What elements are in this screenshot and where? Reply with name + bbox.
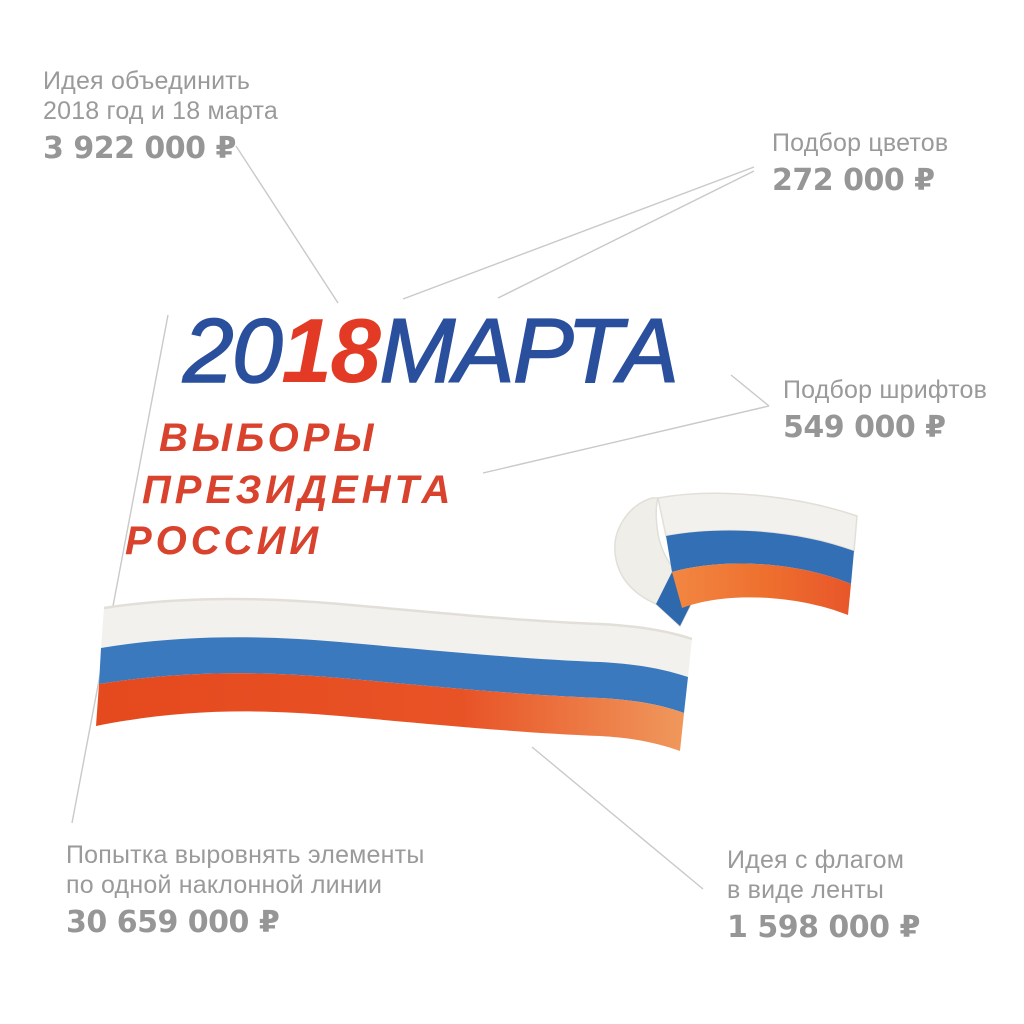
callout-line-colors-2 — [497, 170, 755, 299]
annotation-alignment-line2: по одной наклонной линии — [66, 871, 383, 899]
logo-slogan-line-3: РОССИИ — [125, 519, 323, 563]
logo-year-prefix: 20 — [182, 301, 283, 402]
flag-ribbon — [96, 492, 858, 751]
diagonal-alignment-line — [71, 314, 169, 824]
annotation-alignment-line1: Попытка выровнять элементы — [66, 841, 425, 869]
annotation-colors: Подбор цветов 272 000 ₽ — [772, 128, 948, 196]
ribbon-main-blue-stripe — [99, 637, 688, 713]
ribbon-main-white-top-shadow — [103, 597, 693, 641]
annotation-flag-ribbon-line2: в виде ленты — [727, 876, 885, 904]
logo-date-line: 2018МАРТА — [182, 305, 679, 398]
ribbon-main-white-stripe — [101, 599, 692, 677]
annotation-alignment: Попытка выровнять элементы по одной накл… — [66, 840, 424, 938]
annotation-idea-2018-price: 3 922 000 ₽ — [43, 131, 236, 166]
annotation-alignment-price: 30 659 000 ₽ — [66, 905, 280, 940]
annotation-fonts-price: 549 000 ₽ — [783, 410, 946, 445]
logo-18: 18 — [281, 301, 381, 402]
logo-slogan-line-1: ВЫБОРЫ — [159, 416, 378, 460]
annotation-flag-ribbon-price: 1 598 000 ₽ — [727, 910, 920, 945]
callout-line-colors-1 — [402, 166, 755, 300]
callout-line-fonts-2 — [482, 405, 770, 474]
logo-slogan-line-2: ПРЕЗИДЕНТА — [142, 468, 455, 512]
callout-line-fonts-1 — [730, 374, 770, 407]
annotation-colors-price: 272 000 ₽ — [772, 163, 935, 198]
callout-lines — [71, 145, 770, 890]
annotation-fonts: Подбор шрифтов 549 000 ₽ — [783, 375, 987, 443]
ribbon-main-red-stripe — [96, 673, 684, 751]
logo-month: МАРТА — [379, 301, 680, 402]
ribbon-end-orange-stripe — [672, 563, 851, 615]
callout-line-flag-ribbon — [531, 746, 704, 890]
callout-line-idea-2018 — [235, 145, 339, 304]
annotation-flag-ribbon: Идея с флагом в виде ленты 1 598 000 ₽ — [727, 845, 920, 943]
ribbon-end-blue-stripe — [666, 530, 854, 584]
annotation-idea-2018: Идея объединить 2018 год и 18 марта 3 92… — [43, 66, 278, 164]
annotation-colors-line1: Подбор цветов — [772, 129, 949, 157]
annotation-idea-2018-line1: Идея объединить — [43, 67, 251, 95]
annotation-flag-ribbon-line1: Идея с флагом — [727, 846, 905, 874]
annotation-idea-2018-line2: 2018 год и 18 марта — [43, 97, 279, 125]
annotation-fonts-line1: Подбор шрифтов — [783, 376, 988, 404]
